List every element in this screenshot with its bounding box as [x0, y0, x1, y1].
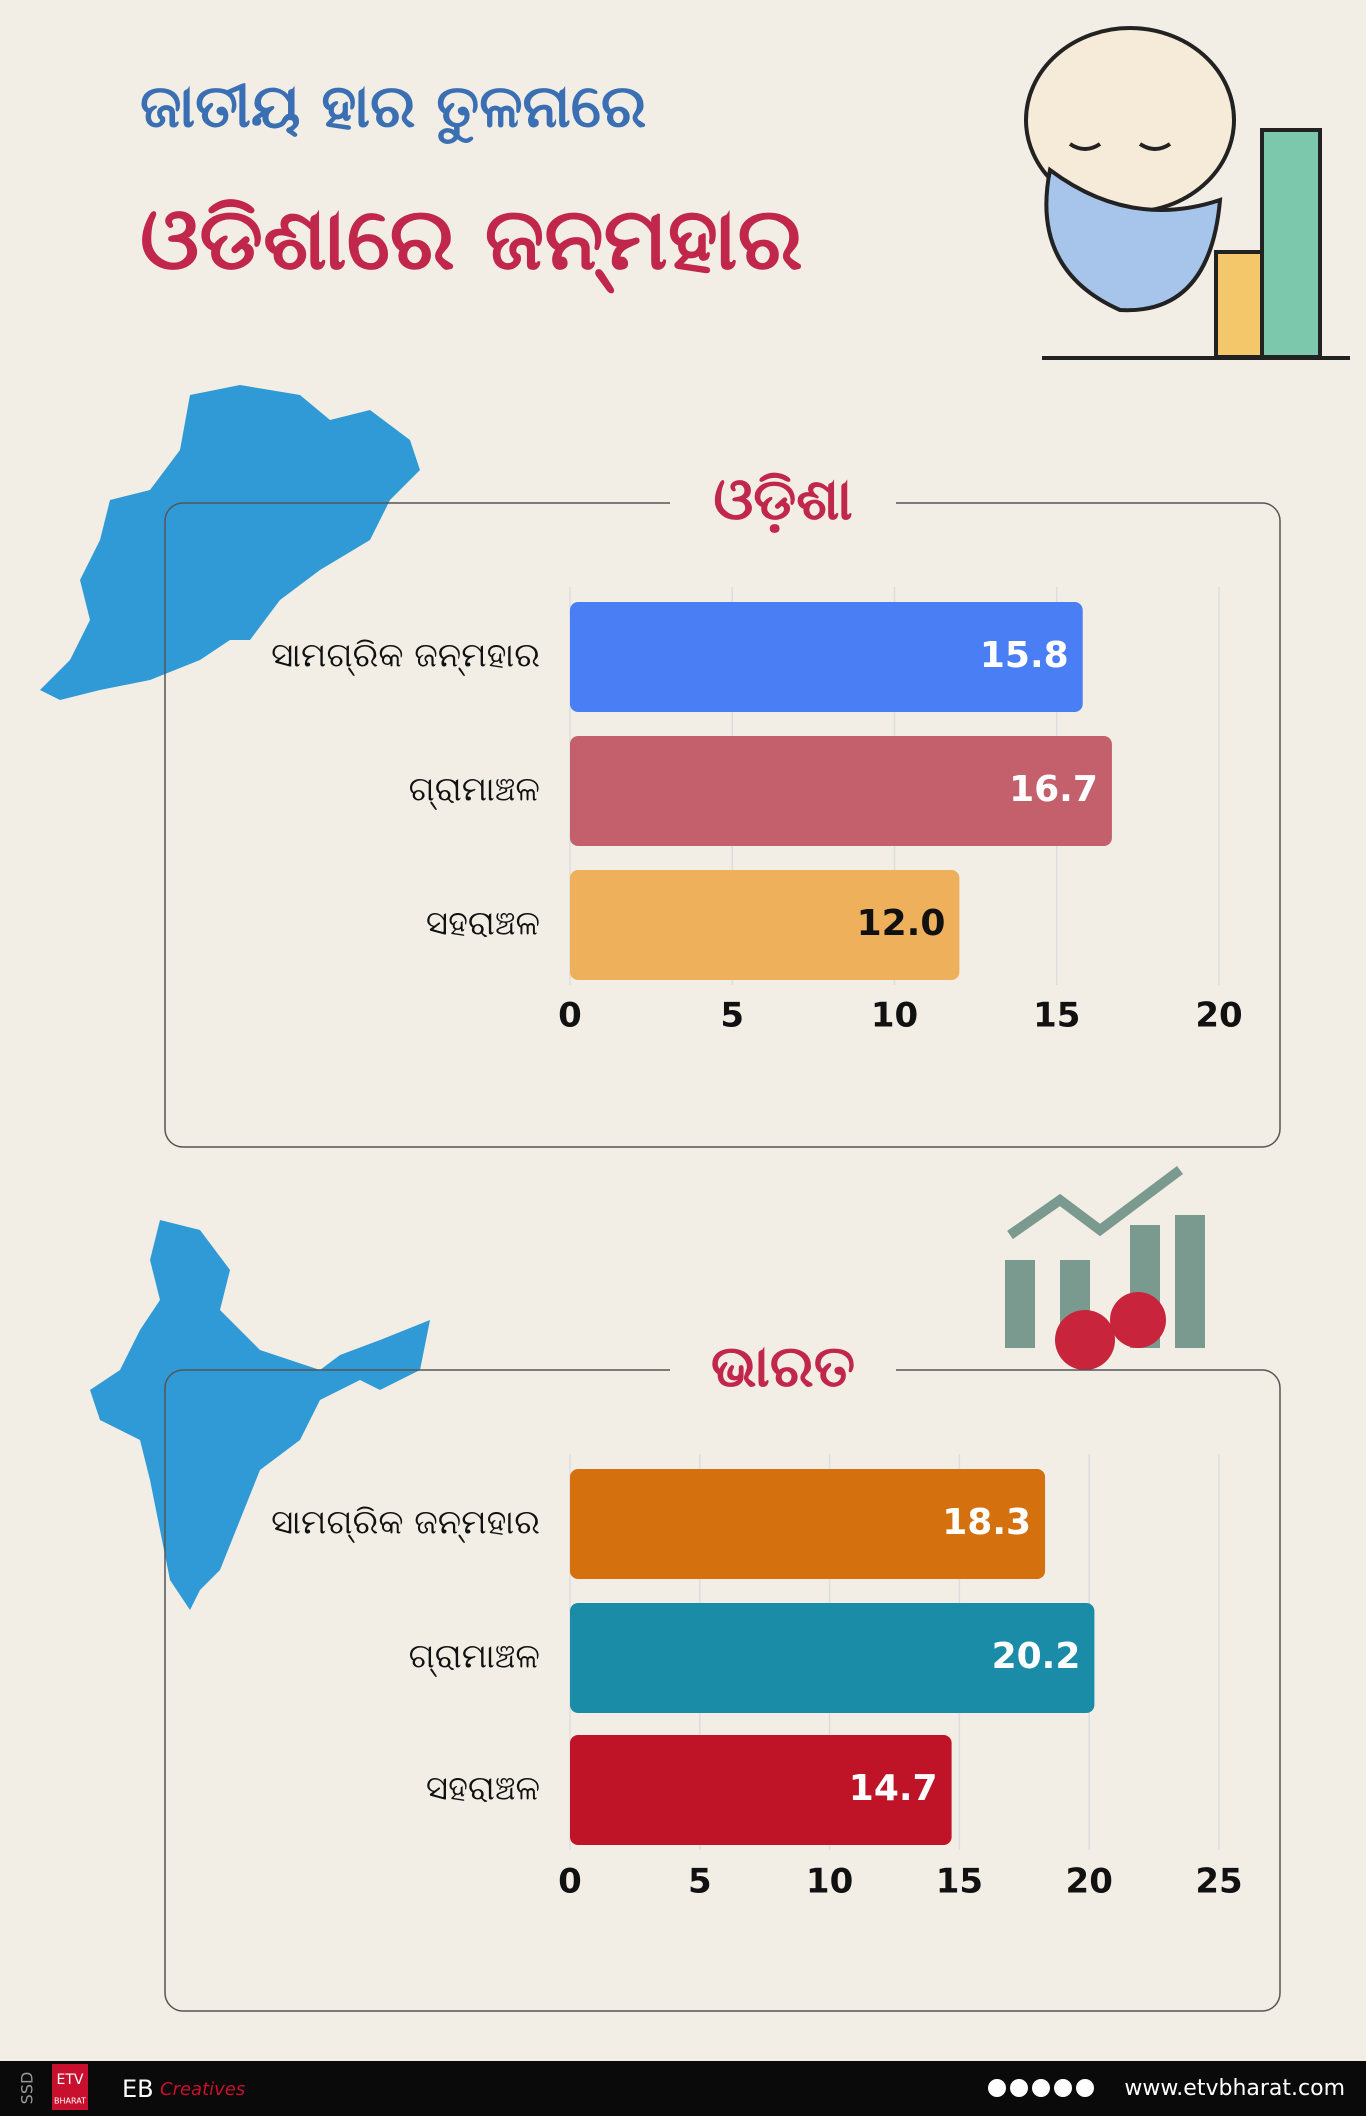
bar: [570, 736, 1112, 846]
category-label: ଗ୍ରାମାଞ୍ଚଳ: [409, 1637, 540, 1677]
brand: EB: [122, 2075, 154, 2103]
x-tick-label: 0: [558, 1862, 582, 1902]
category-label: ସାମଗ୍ରିକ ଜନ୍ମହାର: [271, 636, 540, 676]
bar: [570, 870, 960, 980]
bar: [570, 602, 1083, 712]
value-label: 16.7: [1009, 769, 1098, 810]
x-tick-label: 20: [1195, 996, 1242, 1036]
bar: [570, 1603, 1095, 1713]
category-label: ସହରାଞ୍ଚଳ: [426, 1769, 540, 1809]
bar: [570, 1469, 1046, 1579]
x-tick-label: 10: [871, 996, 918, 1036]
title-line2: ଓଡିଶାରେ ଜନ୍ମହାର: [140, 189, 803, 294]
chart-title: ଓଡ଼ିଶା: [713, 465, 852, 533]
category-label: ଗ୍ରାମାଞ୍ଚଳ: [409, 770, 540, 810]
x-tick-label: 10: [806, 1862, 853, 1902]
value-label: 14.7: [849, 1768, 938, 1809]
category-label: ସହରାଞ୍ଚଳ: [426, 904, 540, 944]
x-tick-label: 15: [1033, 996, 1080, 1036]
social-icons: [988, 2079, 1094, 2097]
value-label: 15.8: [980, 635, 1069, 676]
x-tick-label: 20: [1066, 1862, 1113, 1902]
logo-box: [52, 2064, 88, 2110]
brand-sub: Creatives: [160, 2079, 245, 2100]
footer-bar: [0, 2061, 1366, 2116]
x-tick-label: 15: [936, 1862, 983, 1902]
x-tick-label: 5: [688, 1862, 712, 1902]
baby-icon: [1024, 26, 1350, 360]
logo: ETV: [57, 2072, 84, 2088]
x-tick-label: 25: [1195, 1862, 1242, 1902]
bar: [570, 1735, 952, 1845]
odisha-map: [40, 385, 420, 700]
logo-sub: BHARAT: [54, 2097, 86, 2106]
growth-icon: [1005, 1166, 1205, 1370]
category-label: ସାମଗ୍ରିକ ଜନ୍ମହାର: [271, 1503, 540, 1543]
value-label: 20.2: [992, 1636, 1081, 1677]
title-backing: [670, 463, 896, 543]
x-tick-label: 0: [558, 996, 582, 1036]
india-map: [90, 1220, 430, 1610]
x-tick-label: 5: [720, 996, 744, 1036]
value-label: 18.3: [942, 1502, 1031, 1543]
website: www.etvbharat.com: [1124, 2076, 1345, 2101]
side-label: SSD: [18, 2072, 37, 2105]
title-backing: [670, 1330, 896, 1410]
value-label: 12.0: [857, 903, 946, 944]
chart-title: ଭାରତ: [711, 1332, 855, 1400]
title-line1: ଜାତୀୟ ହାର ତୁଳନାରେ: [140, 72, 646, 145]
